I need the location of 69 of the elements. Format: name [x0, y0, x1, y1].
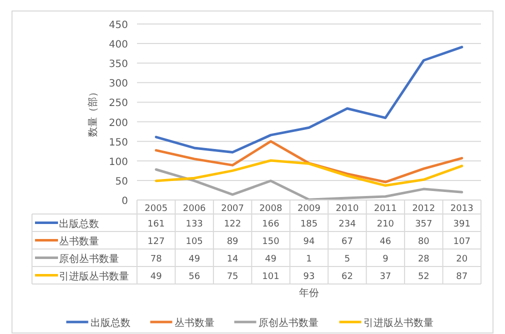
data-label: 62 — [341, 272, 353, 282]
data-label: 166 — [262, 219, 280, 230]
legend-label: 丛书数量 — [59, 235, 99, 248]
x-tick-label: 2006 — [182, 204, 206, 214]
legend-label: 原创丛书数量 — [59, 252, 119, 265]
data-label: 127 — [148, 236, 165, 247]
line-series — [154, 168, 464, 201]
line-series — [154, 140, 464, 184]
data-label: 37 — [380, 272, 392, 282]
data-label: 46 — [380, 236, 392, 247]
data-label: 67 — [341, 236, 353, 247]
y-tick-label: 450 — [108, 20, 128, 31]
data-label: 234 — [338, 219, 356, 230]
data-label: 78 — [150, 254, 162, 264]
legend-label: 引进版丛书数量 — [59, 270, 129, 282]
data-label: 28 — [418, 254, 430, 264]
text: 丛书数量 — [174, 318, 214, 329]
data-label: 9 — [382, 254, 389, 264]
data-label: 150 — [262, 236, 280, 247]
text: 原创丛书数量 — [258, 318, 318, 329]
data-label: 122 — [224, 219, 242, 230]
data-label: 56 — [188, 272, 200, 282]
x-tick-label: 2013 — [450, 204, 474, 214]
data-label: 107 — [453, 236, 470, 247]
data-label: 210 — [376, 219, 394, 230]
data-label: 93 — [303, 272, 315, 282]
text: 引进版丛书数量 — [363, 318, 434, 329]
data-label: 49 — [265, 254, 277, 264]
data-label: 391 — [453, 219, 470, 230]
data-label: 49 — [188, 254, 200, 264]
y-axis-title: 数量（部） — [87, 87, 99, 137]
data-label: 357 — [415, 219, 432, 230]
y-tick-label: 100 — [108, 156, 128, 168]
x-tick-label: 2010 — [336, 204, 359, 214]
data-label: 105 — [186, 236, 203, 247]
data-label: 94 — [303, 236, 315, 247]
line-series — [154, 46, 464, 154]
text: 年份 — [299, 287, 319, 299]
y-tick-label: 350 — [108, 59, 128, 70]
data-label: 89 — [226, 236, 239, 247]
data-label: 80 — [418, 236, 430, 247]
y-tick-label: 250 — [108, 98, 128, 110]
x-tick-label: 2008 — [259, 204, 283, 214]
data-label: 87 — [456, 272, 468, 282]
line-series — [154, 159, 464, 187]
x-tick-label: 2007 — [221, 204, 244, 214]
legend-label: 出版总数 — [59, 218, 99, 230]
data-label: 49 — [150, 272, 162, 282]
y-tick-label: 50 — [115, 176, 128, 188]
data-label: 20 — [456, 254, 468, 264]
y-tick-label: 150 — [108, 137, 128, 148]
x-tick-label: 2012 — [412, 204, 436, 214]
y-tick-label: 200 — [108, 118, 128, 129]
data-label: 75 — [226, 272, 238, 282]
data-label: 133 — [186, 219, 203, 230]
x-tick-label: 2005 — [144, 204, 168, 214]
data-label: 161 — [148, 219, 165, 230]
data-label: 1 — [306, 254, 312, 264]
y-tick-label: 300 — [108, 78, 128, 90]
y-tick-label: 400 — [108, 40, 128, 51]
x-tick-label: 2009 — [298, 204, 321, 214]
data-label: 14 — [226, 254, 239, 264]
data-label: 101 — [262, 272, 280, 282]
data-label: 5 — [344, 254, 350, 264]
data-label: 185 — [300, 219, 318, 230]
text: 出版总数 — [90, 318, 130, 329]
x-tick-label: 2011 — [374, 204, 397, 214]
y-tick-label: 0 — [122, 196, 128, 207]
data-label: 52 — [418, 272, 430, 282]
